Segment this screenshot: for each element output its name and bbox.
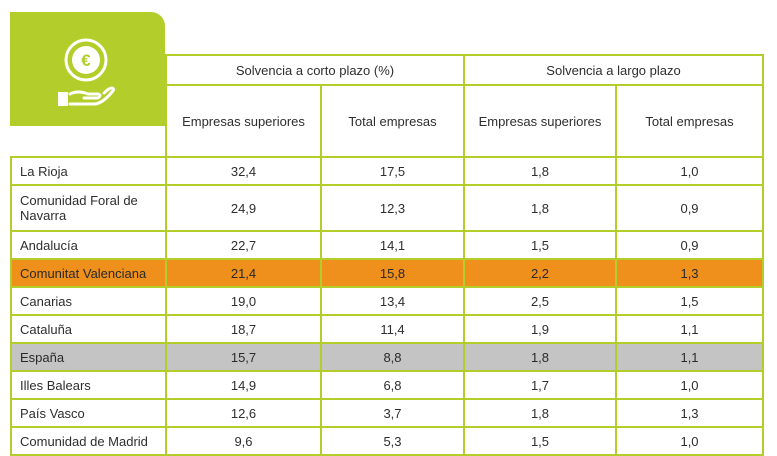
sub-header-st-top-companies: Empresas superiores [165,84,322,158]
region-name: Cataluña [10,314,167,344]
table-row: País Vasco 12,6 3,7 1,8 1,3 [10,398,765,428]
table-cell: 18,7 [165,314,322,344]
table-row: Comunidad de Madrid 9,6 5,3 1,5 1,0 [10,426,765,456]
region-name: La Rioja [10,156,167,186]
region-name: Comunidad de Madrid [10,426,167,456]
region-name: Illes Balears [10,370,167,400]
region-name: Andalucía [10,230,167,260]
table-cell: 14,1 [320,230,465,260]
table-cell: 13,4 [320,286,465,316]
sub-header-lt-all-companies: Total empresas [614,84,765,158]
region-name: Comunitat Valenciana [10,258,167,288]
table-cell: 1,3 [614,398,765,428]
table-cell: 21,4 [165,258,322,288]
table-cell: 1,0 [614,426,765,456]
table-cell: 1,3 [614,258,765,288]
table-cell: 1,8 [463,342,617,372]
table-cell: 1,8 [463,156,617,186]
table-cell: 1,5 [463,426,617,456]
sub-header-lt-top-companies: Empresas superiores [463,84,617,158]
table-cell: 1,5 [463,230,617,260]
table-cell: 11,4 [320,314,465,344]
table-cell: 12,6 [165,398,322,428]
table-cell: 0,9 [614,230,765,260]
table-cell: 1,0 [614,370,765,400]
corner-cell [11,55,166,157]
table-cell: 8,8 [320,342,465,372]
table-cell: 1,1 [614,342,765,372]
table-cell: 24,9 [165,184,322,232]
table-cell: 1,1 [614,314,765,344]
table-cell: 1,8 [463,184,617,232]
table-cell: 1,8 [463,398,617,428]
table-row: Illes Balears 14,9 6,8 1,7 1,0 [10,370,765,400]
solvency-table: Solvencia a corto plazo (%) Solvencia a … [10,54,765,456]
table-row: Comunidad Foral de Navarra 24,9 12,3 1,8… [10,184,765,232]
table-cell: 1,0 [614,156,765,186]
table-row: Canarias 19,0 13,4 2,5 1,5 [10,286,765,316]
table-cell: 14,9 [165,370,322,400]
region-name: España [10,342,167,372]
euro-coin-hand-icon: € [58,38,115,106]
table-cell: 1,5 [614,286,765,316]
table-cell: 2,5 [463,286,617,316]
region-name: Comunidad Foral de Navarra [10,184,167,232]
table-row-highlighted: Comunitat Valenciana 21,4 15,8 2,2 1,3 [10,258,765,288]
table-cell: 6,8 [320,370,465,400]
table-cell: 19,0 [165,286,322,316]
logo-tile: € [10,12,165,126]
svg-text:€: € [81,51,91,70]
group-header-long-term: Solvencia a largo plazo [462,54,765,86]
table-row: Andalucía 22,7 14,1 1,5 0,9 [10,230,765,260]
table-cell: 3,7 [320,398,465,428]
table-row: Cataluña 18,7 11,4 1,9 1,1 [10,314,765,344]
group-header-short-term: Solvencia a corto plazo (%) [165,54,465,86]
table-cell: 1,7 [463,370,617,400]
sub-header-st-all-companies: Total empresas [320,84,465,158]
table-row: La Rioja 32,4 17,5 1,8 1,0 [10,156,765,186]
region-name: País Vasco [10,398,167,428]
table-cell: 12,3 [320,184,465,232]
table-cell: 15,8 [320,258,465,288]
table-cell: 1,9 [463,314,617,344]
table-cell: 17,5 [320,156,465,186]
table-cell: 9,6 [165,426,322,456]
table-row-national: España 15,7 8,8 1,8 1,1 [10,342,765,372]
table-cell: 22,7 [165,230,322,260]
region-name: Canarias [10,286,167,316]
table-cell: 15,7 [165,342,322,372]
table-cell: 2,2 [463,258,617,288]
table-cell: 32,4 [165,156,322,186]
table-cell: 0,9 [614,184,765,232]
table-cell: 5,3 [320,426,465,456]
